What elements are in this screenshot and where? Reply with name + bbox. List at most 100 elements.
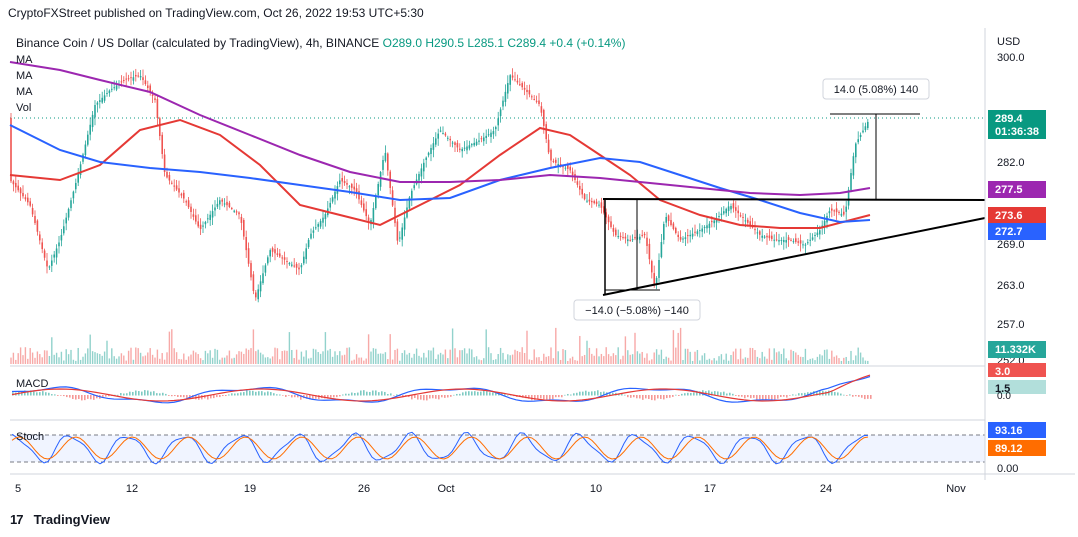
volume-bar (120, 353, 123, 364)
macd-histogram-bar (582, 391, 584, 396)
volume-bar (675, 347, 677, 364)
candle-body (727, 206, 730, 212)
macd-histogram-bar (279, 394, 281, 396)
candle-body (603, 206, 605, 213)
macd-histogram-bar (462, 392, 464, 396)
candle-body (761, 235, 763, 238)
candle-body (377, 184, 379, 196)
candle-body (461, 148, 463, 152)
indicator-vol[interactable]: Vol (16, 102, 32, 114)
macd-histogram-bar (45, 392, 47, 396)
macd-histogram-bar (429, 395, 431, 399)
volume-bar (41, 357, 43, 364)
volume-bar (624, 336, 627, 364)
candle-body (528, 90, 531, 95)
candle-body (372, 208, 375, 223)
macd-histogram-bar (504, 394, 506, 396)
volume-bar (615, 355, 617, 364)
candle-body (576, 181, 579, 185)
macd-histogram-bar (813, 391, 815, 396)
tradingview-brand[interactable]: 17 TradingView (10, 512, 110, 527)
candle-body (723, 211, 725, 214)
macd-histogram-bar (60, 395, 62, 396)
macd-histogram-bar (828, 390, 830, 396)
candle-body (831, 208, 833, 211)
ma-red-line (9, 118, 871, 229)
candle-body (106, 93, 108, 94)
candle-body (154, 98, 156, 100)
volume-bar (747, 357, 749, 364)
macd-histogram-bar (333, 395, 335, 398)
macd-histogram-bar (609, 392, 611, 396)
candle-body (187, 200, 190, 208)
candle-body (94, 105, 96, 118)
candle-body (211, 211, 214, 218)
macd-histogram-bar (786, 395, 788, 398)
tradingview-logo-icon: 17 (10, 512, 23, 527)
macd-histogram-bar (768, 395, 770, 400)
volume-bar (94, 352, 96, 364)
volume-bar (787, 360, 790, 364)
volume-bar (271, 356, 274, 364)
candle-body (360, 200, 363, 205)
volume-bar (257, 349, 259, 364)
candle-body (807, 242, 809, 244)
candle-body (581, 188, 583, 195)
macd-histogram-bar (864, 395, 866, 400)
y-tick-label: 257.0 (997, 319, 1025, 331)
candle-body (29, 201, 31, 206)
volume-bar (115, 358, 118, 364)
volume-bar (509, 355, 511, 364)
stoch-title[interactable]: Stoch (16, 431, 45, 443)
candle-body (766, 235, 768, 238)
candle-body (103, 95, 106, 101)
macd-histogram-bar (732, 393, 734, 396)
macd-histogram-bar (495, 392, 497, 396)
volume-bar (797, 354, 799, 364)
macd-histogram-bar (441, 395, 443, 398)
candle-body (595, 201, 598, 204)
volume-bar (396, 348, 399, 364)
volume-bar (149, 348, 151, 364)
macd-histogram-bar (831, 391, 833, 396)
volume-bar (761, 351, 763, 364)
macd-histogram-bar (639, 395, 641, 399)
macd-histogram-bar (411, 395, 413, 400)
volume-bar (351, 360, 353, 364)
indicator-ma-1[interactable]: MA (16, 54, 33, 66)
macd-histogram-bar (357, 392, 359, 396)
macd-title[interactable]: MACD (16, 378, 49, 390)
volume-bar (341, 355, 343, 364)
volume-bar (166, 352, 168, 364)
candle-body (833, 210, 835, 212)
candle-body (478, 140, 480, 142)
volume-bar (725, 353, 727, 364)
volume-bar (442, 354, 444, 364)
macd-histogram-bar (186, 395, 188, 398)
macd-zero-label: 0.0 (997, 391, 1011, 402)
volume-bar (279, 359, 281, 364)
indicator-ma-3[interactable]: MA (16, 86, 33, 98)
macd-histogram-bar (816, 391, 818, 396)
candle-body (355, 188, 358, 194)
macd-histogram-bar (597, 390, 599, 396)
macd-histogram-bar (666, 395, 668, 399)
candle-body (840, 213, 843, 216)
candle-body (547, 139, 550, 153)
ma-blue-tag: 272.7 (995, 226, 1023, 238)
macd-histogram-bar (51, 394, 53, 396)
x-tick-label: Oct (437, 483, 454, 495)
volume-bar (751, 348, 754, 364)
macd-histogram-bar (471, 391, 473, 396)
candle-body (828, 211, 831, 214)
volume-bar (183, 353, 185, 364)
candle-body (559, 163, 562, 166)
candle-body (286, 261, 288, 263)
candle-body (804, 244, 807, 246)
macd-histogram-bar (585, 390, 587, 396)
candle-body (264, 265, 267, 273)
macd-histogram-bar (282, 395, 284, 396)
candle-body (583, 194, 586, 200)
indicator-ma-2[interactable]: MA (16, 70, 33, 82)
